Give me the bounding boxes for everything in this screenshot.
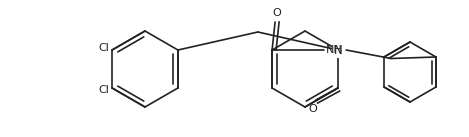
Text: NH: NH [326, 45, 343, 55]
Text: Cl: Cl [98, 85, 109, 95]
Text: Cl: Cl [98, 43, 109, 53]
Text: O: O [309, 104, 318, 114]
Text: N: N [333, 44, 342, 56]
Text: O: O [272, 8, 281, 18]
